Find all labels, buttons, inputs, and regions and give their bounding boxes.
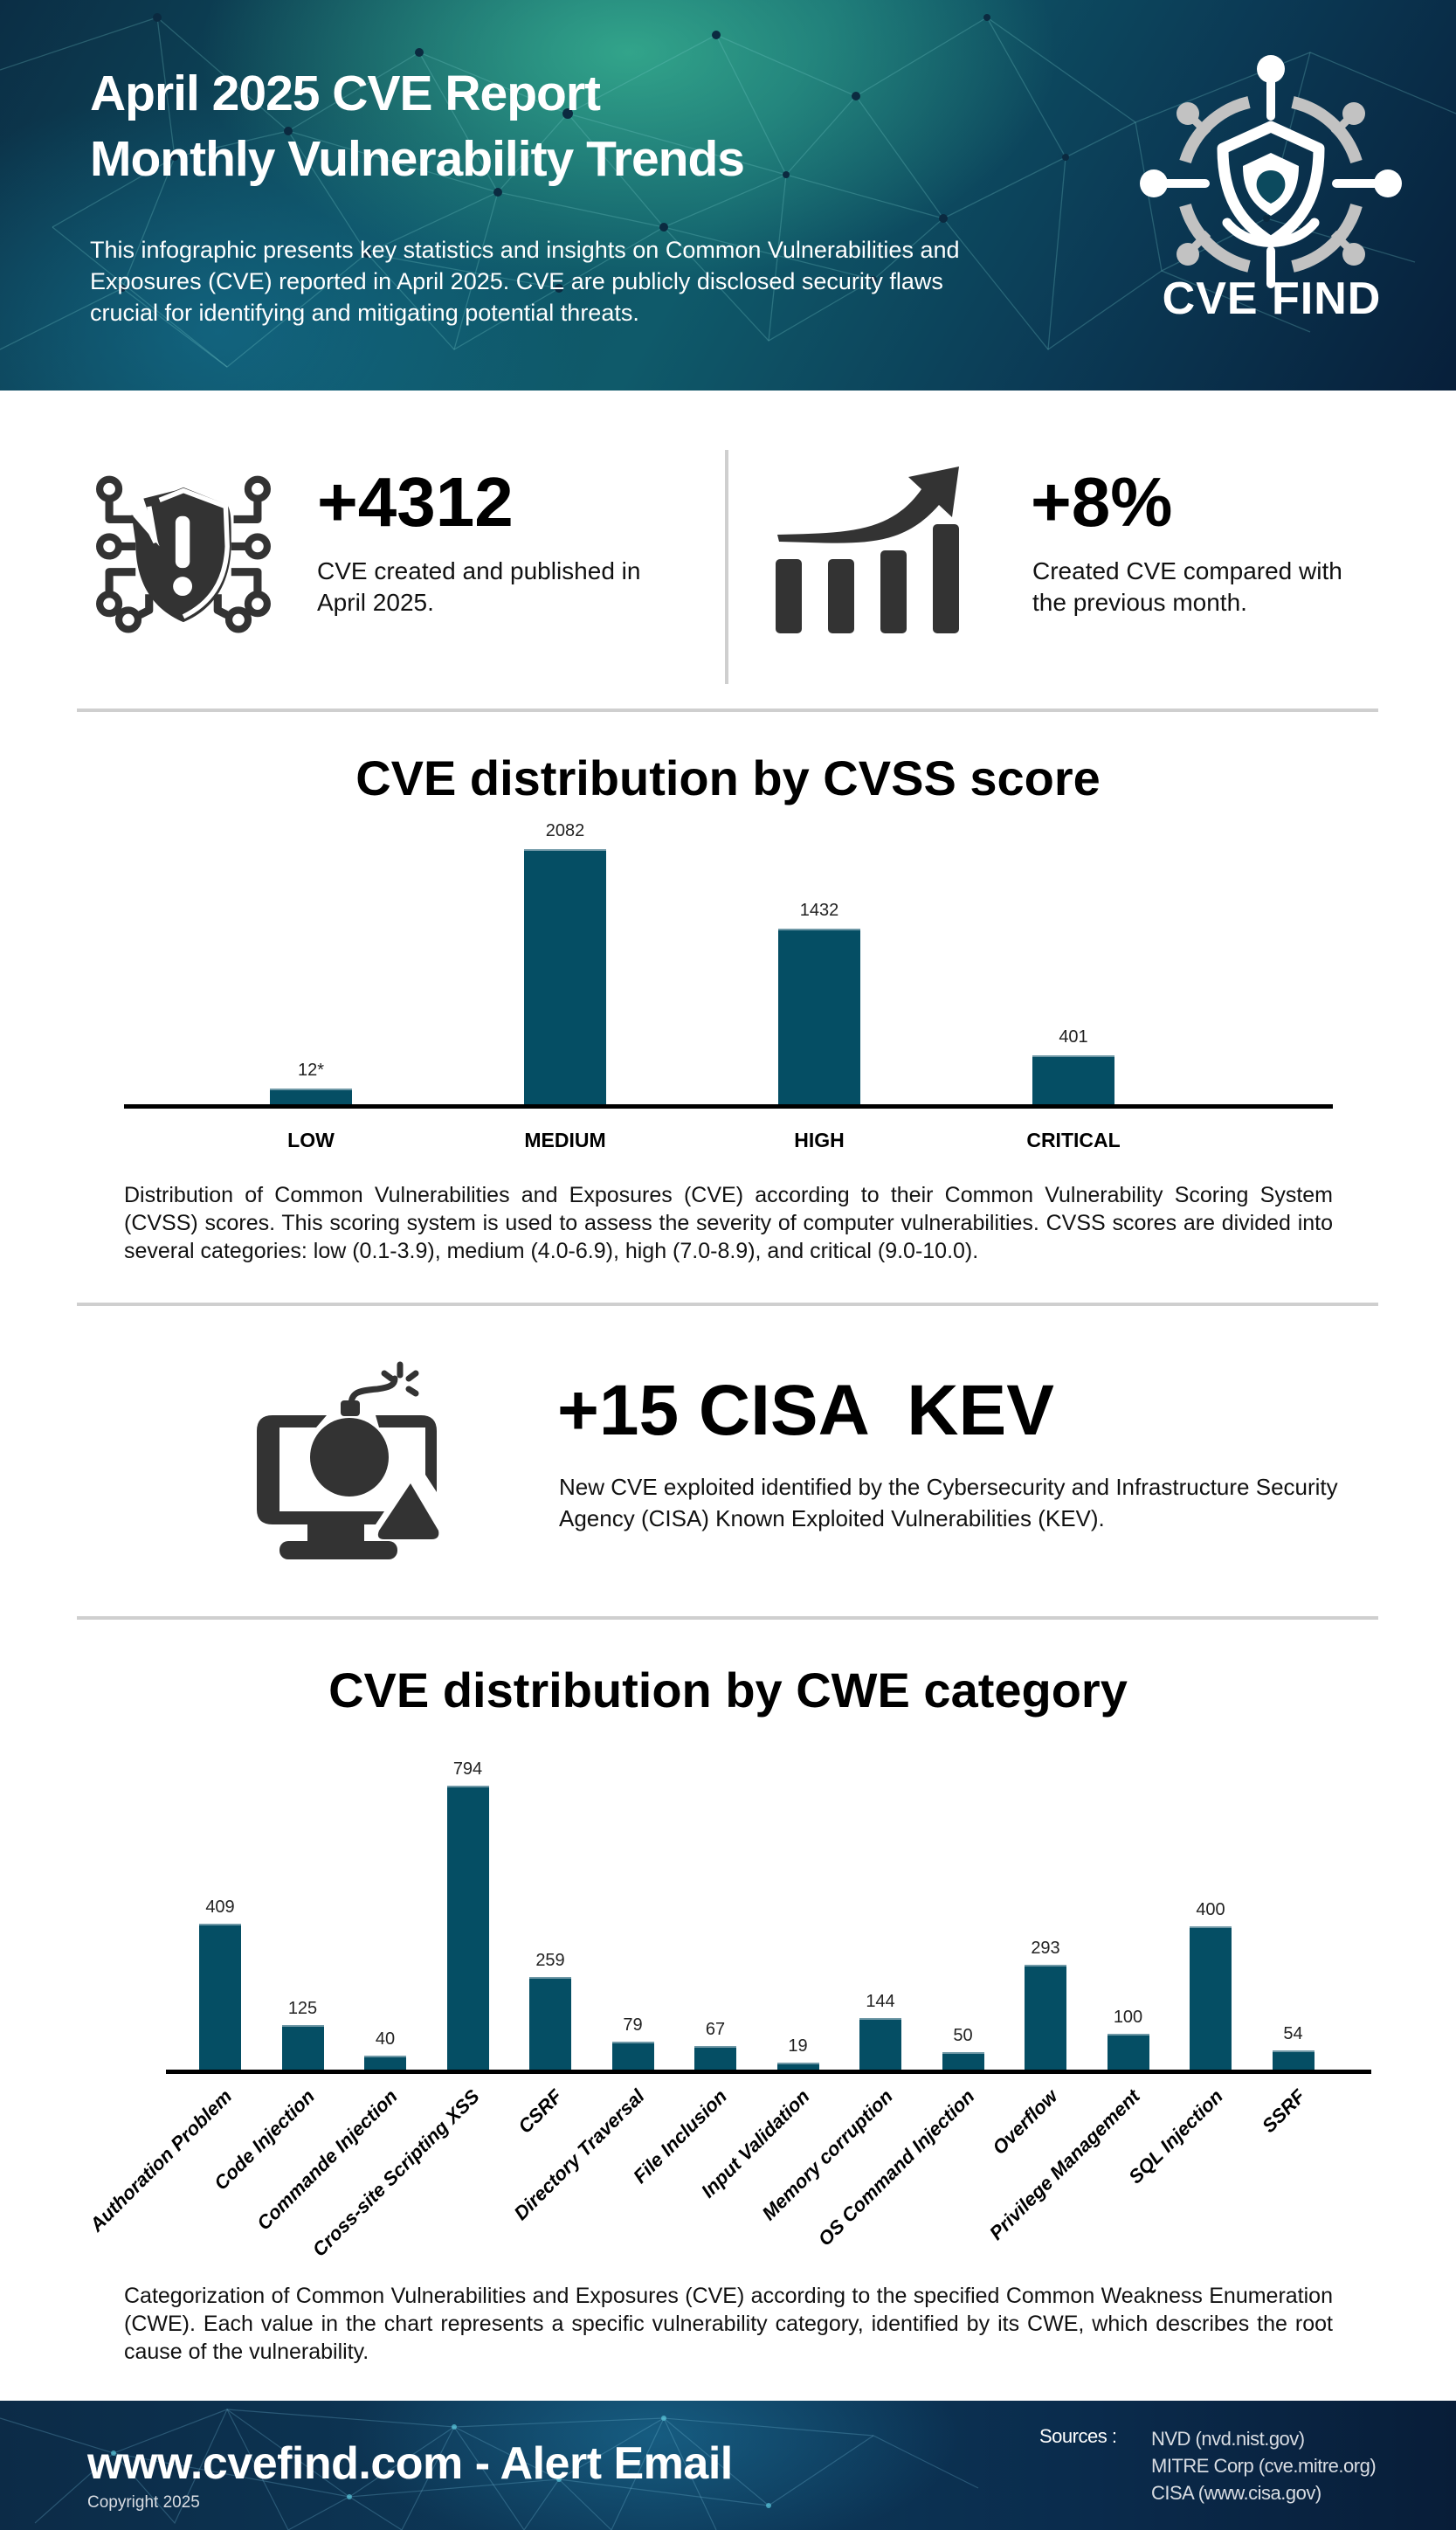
cwe-chart-title: CVE distribution by CWE category bbox=[328, 1662, 1128, 1718]
chart-bar bbox=[364, 2056, 406, 2070]
x-axis-category-label: Overflow bbox=[988, 2084, 1062, 2160]
x-axis-category-label: OS Command Injection bbox=[814, 2084, 979, 2250]
bar-value-label: 54 bbox=[1283, 2024, 1303, 2043]
chart-bar bbox=[1107, 2034, 1149, 2070]
bar-value-label: 400 bbox=[1196, 1900, 1225, 1919]
x-axis-category-label: Privilege Management bbox=[985, 2084, 1144, 2244]
sources-label: Sources : bbox=[1039, 2425, 1117, 2447]
bar-value-label: 1432 bbox=[799, 901, 839, 920]
title-line-1: April 2025 CVE Report bbox=[90, 66, 601, 121]
network-background-graphic bbox=[0, 2408, 979, 2530]
section-divider bbox=[77, 1616, 1378, 1620]
chart-bar bbox=[1190, 1926, 1232, 2070]
footer: www.cvefind.com - Alert Email Copyright … bbox=[0, 2401, 1456, 2530]
x-axis-category-label: LOW bbox=[287, 1129, 335, 1151]
intro-text: This infographic presents key statistics… bbox=[90, 237, 960, 326]
kev-description: New CVE exploited identified by the Cybe… bbox=[559, 1474, 1338, 1531]
x-axis-category-label: Cross-site Scripting XSS bbox=[308, 2084, 484, 2261]
source-item: MITRE Corp (cve.mitre.org) bbox=[1151, 2455, 1377, 2477]
bar-value-label: 409 bbox=[205, 1898, 235, 1917]
logo-wordmark: CVE FIND bbox=[1162, 273, 1382, 324]
bar-value-label: 401 bbox=[1059, 1027, 1088, 1047]
stat-cve-count-description: CVE created and published in April 2025. bbox=[317, 557, 641, 616]
cwe-chart-description: Categorization of Common Vulnerabilities… bbox=[124, 2284, 1333, 2364]
vertical-divider bbox=[725, 450, 728, 684]
cwe-bar-chart: 409 Authoration Problem 125 Code Injection 4… bbox=[86, 1747, 1371, 2271]
sources-list: NVD (nvd.nist.gov) MITRE Corp (cve.mitre… bbox=[1151, 2425, 1377, 2506]
cvss-chart-title: CVE distribution by CVSS score bbox=[355, 750, 1101, 805]
title-line-2: Monthly Vulnerability Trends bbox=[90, 131, 745, 187]
bar-value-label: 259 bbox=[535, 1951, 565, 1970]
bar-value-label: 12* bbox=[297, 1061, 325, 1080]
cvss-chart-description: Distribution of Common Vulnerabilities a… bbox=[124, 1183, 1333, 1263]
cvss-bar-chart: 12* LOW 2082 MEDIUM 1432 HIGH 401 CRITICAL bbox=[124, 821, 1333, 1171]
bar-value-label: 293 bbox=[1031, 1939, 1060, 1958]
bar-value-label: 125 bbox=[287, 1999, 318, 2018]
source-item: CISA (www.cisa.gov) bbox=[1151, 2482, 1321, 2504]
x-axis-line bbox=[166, 2070, 1371, 2074]
bar-value-label: 144 bbox=[866, 1992, 895, 2011]
x-axis-category-label: SSRF bbox=[1257, 2084, 1309, 2137]
chart-bar bbox=[524, 849, 606, 1104]
chart-bar bbox=[1272, 2050, 1315, 2070]
bar-value-label: 67 bbox=[705, 2020, 726, 2039]
x-axis-category-label: MEDIUM bbox=[524, 1129, 606, 1151]
page-title: April 2025 CVE Report Monthly Vulnerabil… bbox=[90, 61, 745, 192]
growth-chart-arrow-icon bbox=[776, 467, 959, 633]
website-alert-link[interactable]: www.cvefind.com - Alert Email bbox=[87, 2438, 733, 2489]
chart-bar bbox=[1025, 1965, 1066, 2070]
bar-value-label: 100 bbox=[1113, 2008, 1143, 2027]
computer-bomb-warning-icon bbox=[257, 1361, 439, 1559]
stat-growth-description: Created CVE compared with the previous m… bbox=[1032, 557, 1342, 616]
chart-bar bbox=[199, 1924, 241, 2070]
x-axis-category-label: CRITICAL bbox=[1026, 1129, 1121, 1151]
section-divider bbox=[77, 709, 1378, 712]
chart-bar bbox=[1032, 1055, 1114, 1104]
chart-bar bbox=[529, 1977, 571, 2070]
chart-bar bbox=[776, 2063, 819, 2070]
chart-bar bbox=[281, 2025, 324, 2070]
source-item: NVD (nvd.nist.gov) bbox=[1151, 2428, 1305, 2450]
x-axis-category-label: Authoration Problem bbox=[86, 2084, 237, 2236]
bar-value-label: 2082 bbox=[545, 821, 585, 840]
chart-bar bbox=[942, 2052, 984, 2070]
shield-alert-circuit-icon bbox=[96, 475, 271, 633]
chart-bar bbox=[270, 1089, 352, 1104]
bar-value-label: 50 bbox=[953, 2026, 973, 2045]
shield-target-network-icon bbox=[1140, 55, 1402, 288]
bar-value-label: 794 bbox=[452, 1759, 483, 1779]
bar-value-label: 40 bbox=[375, 2029, 396, 2049]
chart-bar bbox=[778, 929, 860, 1104]
x-axis-line bbox=[124, 1104, 1333, 1109]
chart-bar bbox=[446, 1786, 489, 2070]
bar-value-label: 19 bbox=[788, 2036, 808, 2056]
kev-count-value: +15 CISA KEV bbox=[557, 1371, 1054, 1450]
stat-cve-count-value: +4312 bbox=[317, 463, 514, 541]
x-axis-category-label: HIGH bbox=[794, 1129, 845, 1151]
header-banner: April 2025 CVE Report Monthly Vulnerabil… bbox=[0, 0, 1456, 391]
chart-bar bbox=[859, 2018, 901, 2070]
chart-bar bbox=[611, 2042, 654, 2070]
copyright-text: Copyright 2025 bbox=[87, 2493, 200, 2512]
x-axis-category-label: CSRF bbox=[514, 2084, 567, 2138]
chart-bar bbox=[694, 2046, 736, 2070]
bar-value-label: 79 bbox=[623, 2015, 643, 2035]
stat-growth-value: +8% bbox=[1031, 463, 1173, 541]
section-divider bbox=[77, 1303, 1378, 1306]
x-axis-category-label: Commande Injection bbox=[252, 2084, 402, 2235]
